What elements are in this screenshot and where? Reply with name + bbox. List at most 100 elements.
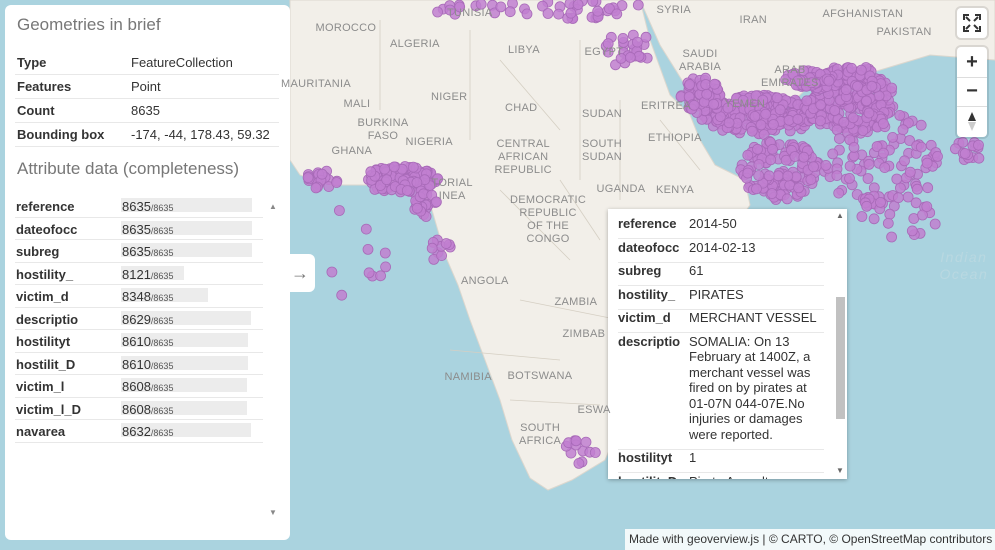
incident-point[interactable] — [375, 270, 387, 282]
incident-point[interactable] — [632, 0, 644, 11]
incident-point[interactable] — [959, 148, 971, 159]
incident-point[interactable] — [866, 80, 878, 92]
attribute-row[interactable]: reference 8635/8635 — [15, 195, 263, 218]
incident-point[interactable] — [781, 193, 793, 205]
incident-point[interactable] — [553, 8, 564, 20]
incident-point[interactable] — [833, 187, 845, 199]
incident-point[interactable] — [771, 92, 783, 104]
incident-point[interactable] — [688, 99, 700, 111]
incident-point[interactable] — [863, 158, 875, 170]
incident-point[interactable] — [640, 31, 652, 43]
incident-point[interactable] — [897, 124, 909, 136]
incident-point[interactable] — [820, 159, 832, 171]
incident-point[interactable] — [753, 170, 765, 181]
incident-point[interactable] — [587, 0, 599, 7]
incident-point[interactable] — [861, 95, 872, 107]
incident-point[interactable] — [752, 143, 763, 155]
incident-point[interactable] — [570, 435, 582, 447]
incident-point[interactable] — [504, 6, 516, 18]
incident-point[interactable] — [602, 38, 614, 49]
incident-point[interactable] — [886, 82, 898, 94]
incident-point[interactable] — [805, 174, 817, 186]
incident-point[interactable] — [899, 155, 910, 167]
incident-point[interactable] — [411, 202, 423, 214]
incident-point[interactable] — [875, 196, 886, 208]
incident-point[interactable] — [760, 108, 772, 120]
incident-point[interactable] — [871, 141, 883, 152]
collapse-panel-button[interactable]: → — [285, 254, 315, 292]
incident-point[interactable] — [973, 152, 985, 164]
incident-point[interactable] — [326, 266, 338, 278]
incident-point[interactable] — [815, 99, 827, 111]
incident-point[interactable] — [381, 174, 393, 186]
incident-point[interactable] — [798, 151, 810, 163]
incident-point[interactable] — [749, 111, 761, 122]
incident-point[interactable] — [746, 125, 758, 137]
incident-point[interactable] — [815, 115, 826, 127]
incident-point[interactable] — [774, 104, 786, 116]
incident-point[interactable] — [316, 168, 328, 180]
incident-point[interactable] — [829, 105, 841, 116]
incident-point[interactable] — [436, 250, 448, 262]
incident-point[interactable] — [868, 213, 880, 225]
attribute-row[interactable]: descriptio 8629/8635 — [15, 308, 263, 330]
popup-scroll-thumb[interactable] — [836, 297, 845, 419]
incident-point[interactable] — [454, 1, 466, 13]
incident-point[interactable] — [855, 64, 867, 76]
incident-point[interactable] — [336, 289, 348, 301]
attribute-row[interactable]: hostility_ 8121/8635 — [15, 263, 263, 285]
incident-point[interactable] — [617, 33, 629, 44]
incident-point[interactable] — [844, 172, 855, 184]
incident-point[interactable] — [432, 6, 444, 18]
incident-point[interactable] — [407, 161, 419, 173]
incident-point[interactable] — [426, 242, 438, 254]
incident-point[interactable] — [904, 166, 916, 178]
incident-point[interactable] — [755, 119, 767, 131]
incident-point[interactable] — [894, 110, 906, 121]
incident-point[interactable] — [882, 217, 894, 229]
attribute-row[interactable]: subreg 8635/8635 — [15, 240, 263, 263]
incident-point[interactable] — [302, 172, 314, 184]
incident-point[interactable] — [611, 8, 623, 20]
incident-point[interactable] — [363, 267, 375, 279]
popup-scroll-up-icon[interactable]: ▲ — [836, 211, 844, 220]
incident-point[interactable] — [922, 182, 934, 194]
incident-point[interactable] — [766, 188, 778, 199]
incident-point[interactable] — [911, 183, 923, 195]
incident-point[interactable] — [782, 170, 794, 182]
incident-point[interactable] — [592, 5, 604, 17]
incident-point[interactable] — [808, 161, 819, 173]
incident-point[interactable] — [910, 197, 922, 209]
zoom-out-button[interactable]: − — [957, 77, 987, 107]
incident-point[interactable] — [784, 179, 796, 191]
incident-point[interactable] — [737, 95, 749, 106]
incident-point[interactable] — [884, 208, 896, 220]
incident-point[interactable] — [722, 102, 734, 114]
incident-point[interactable] — [857, 125, 869, 137]
incident-point[interactable] — [365, 166, 377, 178]
incident-point[interactable] — [834, 133, 845, 145]
incident-point[interactable] — [388, 161, 400, 173]
attribute-row[interactable]: dateofocc 8635/8635 — [15, 218, 263, 240]
attribute-row[interactable]: victim_l 8608/8635 — [15, 375, 263, 398]
incident-point[interactable] — [862, 173, 874, 184]
incident-point[interactable] — [444, 4, 456, 16]
incident-point[interactable] — [565, 7, 577, 19]
incident-point[interactable] — [932, 150, 943, 162]
incident-point[interactable] — [475, 0, 487, 10]
incident-point[interactable] — [957, 136, 969, 148]
incident-point[interactable] — [891, 173, 903, 185]
incident-point[interactable] — [723, 117, 735, 129]
incident-point[interactable] — [789, 151, 801, 162]
attribute-row[interactable]: navarea 8632/8635 — [15, 420, 263, 443]
incident-point[interactable] — [765, 154, 777, 166]
incident-point[interactable] — [742, 149, 754, 161]
incident-point[interactable] — [921, 201, 933, 213]
incident-point[interactable] — [792, 113, 804, 125]
incident-point[interactable] — [440, 238, 452, 249]
incident-point[interactable] — [537, 0, 548, 12]
incident-point[interactable] — [863, 107, 875, 119]
incident-point[interactable] — [772, 170, 784, 182]
incident-point[interactable] — [848, 141, 860, 153]
incident-point[interactable] — [879, 162, 891, 174]
